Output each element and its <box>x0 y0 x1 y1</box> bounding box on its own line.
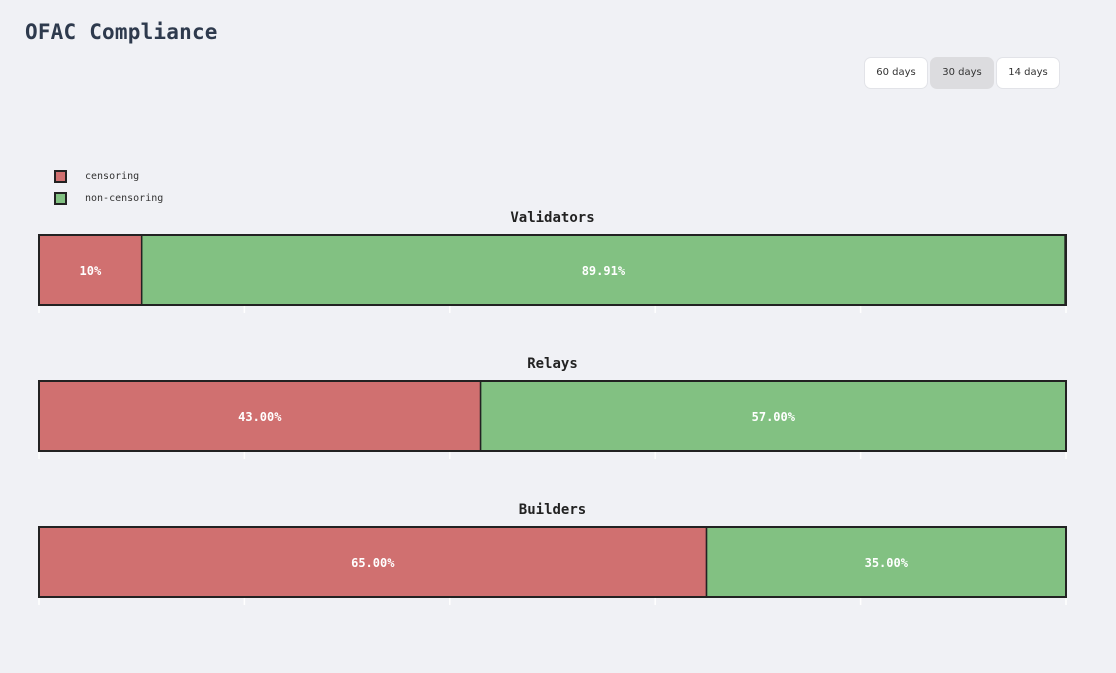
bar-segment-non-censoring <box>140 234 1066 306</box>
data-label-censoring: 65.00% <box>351 556 395 570</box>
page-title: OFAC Compliance <box>25 20 218 44</box>
chart-builders: Builders 65.00% 35.00% <box>38 502 1067 605</box>
data-label-non-censoring: 57.00% <box>752 410 796 424</box>
legend-item-non-censoring[interactable]: non-censoring <box>54 187 163 209</box>
bar-frame <box>38 380 1067 452</box>
legend-label-non-censoring: non-censoring <box>85 192 164 204</box>
range-30-days-button[interactable]: 30 days <box>930 57 994 89</box>
bar-frame <box>38 526 1067 598</box>
legend-swatch-censoring <box>54 169 67 183</box>
bar-segment-non-censoring <box>479 380 1067 452</box>
data-label-censoring: 10% <box>80 264 102 278</box>
chart-validators: Validators 10% 89.91% <box>38 210 1067 313</box>
data-label-non-censoring: 35.00% <box>865 556 909 570</box>
legend-item-censoring[interactable]: censoring <box>54 165 163 187</box>
range-60-days-button[interactable]: 60 days <box>864 57 928 89</box>
bar-frame <box>38 234 1067 306</box>
data-label-non-censoring: 89.91% <box>582 264 626 278</box>
time-range-selector: 60 days 30 days 14 days <box>864 57 1060 89</box>
chart-title: Validators <box>510 210 594 226</box>
chart-legend: censoring non-censoring <box>54 165 163 209</box>
range-14-days-button[interactable]: 14 days <box>996 57 1060 89</box>
bar-segment-censoring <box>38 380 482 452</box>
chart-relays: Relays 43.00% 57.00% <box>38 356 1067 459</box>
chart-title: Builders <box>519 502 586 518</box>
legend-label-censoring: censoring <box>85 170 140 182</box>
chart-title: Relays <box>527 356 578 372</box>
data-label-censoring: 43.00% <box>238 410 282 424</box>
legend-swatch-non-censoring <box>54 191 67 205</box>
